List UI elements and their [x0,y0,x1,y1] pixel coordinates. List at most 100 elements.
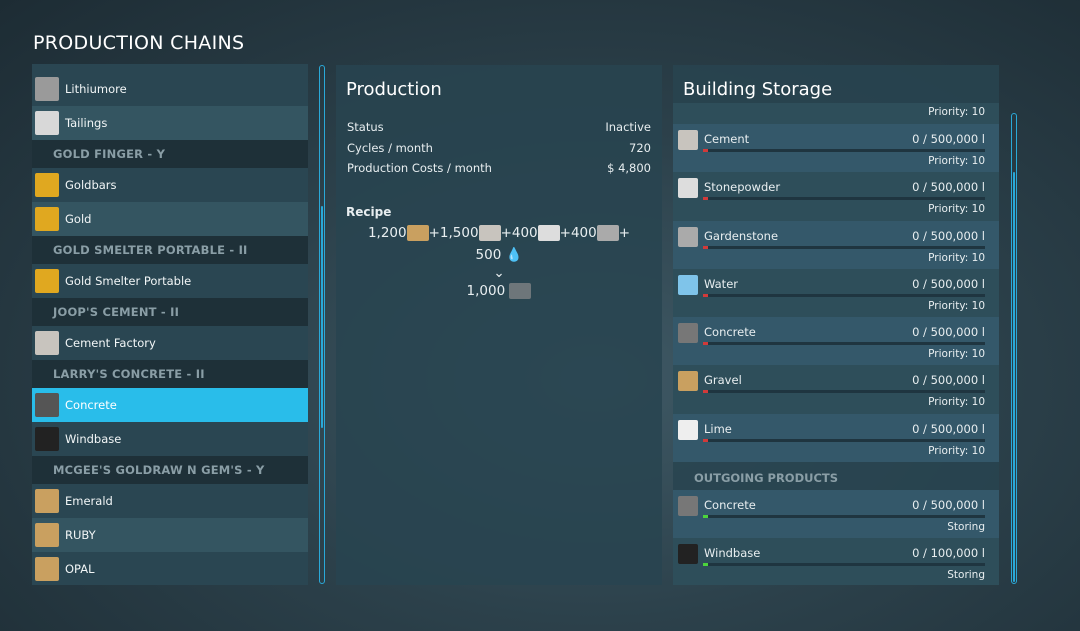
chain-group-header: LARRY'S CONCRETE - II [32,360,308,388]
storage-amount: 0 / 100,000 l [912,546,985,561]
chain-group-header: GOLD SMELTER PORTABLE - II [32,236,308,264]
page-title: PRODUCTION CHAINS [33,32,245,54]
production-title: Production [346,79,442,100]
windbase-icon [35,427,59,451]
fill-level-bar [703,293,985,297]
chain-item[interactable]: Gold Smelter Portable [32,264,308,298]
recipe-label: Recipe [346,204,392,219]
gravel-icon [406,224,429,241]
storage-item-name: Concrete [704,325,756,340]
production-stat: Cycles / month 720 [347,138,651,159]
production-stat: Production Costs / month $ 4,800 [347,158,651,179]
storage-priority[interactable]: Priority: 10 [928,396,985,409]
stonepowder-icon [678,178,698,199]
storage-amount: 0 / 500,000 l [912,132,985,146]
gravel-icon [678,371,698,392]
water-amount: 500 [475,246,502,263]
production-chain-list: Lithiumore Tailings GOLD FINGER - Y Goldbar… [32,64,308,585]
chain-item-label: Lithiumore [65,82,127,96]
output-amount: 1,000 [466,282,506,299]
tailings-icon [35,111,59,135]
plus-sign: + [428,224,440,241]
chain-item-label: Windbase [65,432,122,446]
storage-row: Lime 0 / 500,000 l Priority: 10 [673,413,999,463]
chain-item-label: Gold [65,212,92,226]
chain-item[interactable]: Lithiumore [32,72,308,106]
storage-priority[interactable]: Priority: 10 [928,299,985,312]
storage-amount: 0 / 500,000 l [912,421,985,436]
fill-level-bar [703,342,985,346]
input-amount: 1,200 [367,224,407,241]
storage-row: Gravel 0 / 500,000 l Priority: 10 [673,365,999,414]
production-stat: Status Inactive [347,117,651,138]
storage-item-name: Windbase [704,546,761,561]
storage-priority[interactable]: Priority: 10 [928,203,985,216]
storage-item-name: Cement [704,132,750,146]
storage-row: Water 0 / 500,000 l Priority: 10 [673,268,999,318]
cement-icon [478,224,501,241]
storage-row: Concrete 0 / 500,000 l Priority: 10 [673,317,999,366]
chain-item-label: RUBY [65,528,96,542]
concrete-icon [678,496,698,517]
plus-sign: + [559,224,571,241]
chain-item[interactable]: OPAL [32,552,308,585]
input-amount: 1,500 [439,224,479,241]
fill-level-bar [703,390,985,394]
storage-priority[interactable]: Storing [947,521,985,534]
chain-item-label: Tailings [65,116,108,130]
fill-level-bar [703,515,985,519]
chain-item-label: Gold Smelter Portable [65,274,192,288]
input-amount: 400 [570,224,597,241]
chain-item[interactable]: Emerald [32,484,308,518]
storage-row: Cement 0 / 500,000 l Priority: 10 [673,124,999,173]
recipe-inputs: 1,200 +1,500 +400 +400 + [336,224,662,241]
concrete-icon [509,282,532,299]
storage-row: Concrete 0 / 500,000 l Storing [673,490,999,539]
storage-amount: 0 / 500,000 l [912,325,985,340]
emerald-icon [35,489,59,513]
chain-item-label: Cement Factory [65,336,156,350]
chain-item[interactable]: Tailings [32,106,308,140]
storage-item-name: Gardenstone [704,228,779,243]
storage-scrollbar[interactable] [1011,113,1017,584]
storage-priority[interactable]: Priority: 10 [928,444,985,457]
chain-item[interactable]: RUBY [32,518,308,552]
stat-value: $ 4,800 [607,161,651,176]
list-item-partial[interactable] [32,64,308,72]
storage-amount: 0 / 500,000 l [912,276,985,291]
fill-level-bar [703,197,985,201]
plus-sign: + [500,224,512,241]
stat-label: Production Costs / month [347,161,492,176]
lithiumore-icon [35,77,59,101]
chain-item[interactable]: Concrete [32,388,308,422]
chain-item[interactable]: Goldbars [32,168,308,202]
stat-value: Inactive [605,120,651,135]
storage-item-name: Water [704,276,738,291]
chain-item[interactable]: Cement Factory [32,326,308,360]
chain-item[interactable]: Windbase [32,422,308,456]
gold-icon [35,207,59,231]
stat-value: 720 [629,140,651,155]
recipe-output: 1,000 [336,282,662,299]
production-panel: Production Status Inactive Cycles / month 7… [336,65,662,585]
storage-priority[interactable]: Priority: 10 [928,348,985,361]
storage-amount: 0 / 500,000 l [912,373,985,388]
storage-priority[interactable]: Storing [947,569,985,582]
storage-row: Stonepowder 0 / 500,000 l Priority: 10 [673,172,999,221]
storage-item-name: Stonepowder [704,180,781,195]
opal-icon [35,557,59,581]
input-amount: 400 [511,224,538,241]
stonepowder-icon [537,224,560,241]
chain-list-scrollbar[interactable] [319,65,325,584]
chain-item-label: Emerald [65,494,113,508]
storage-row: Gardenstone 0 / 500,000 l Priority: 10 [673,220,999,269]
chain-item[interactable]: Gold [32,202,308,236]
storage-row: Windbase 0 / 100,000 l Storing [673,538,999,585]
storage-title: Building Storage [683,79,833,100]
water-icon [678,274,698,295]
storage-amount: 0 / 500,000 l [912,180,985,195]
storage-priority[interactable]: Priority: 10 [928,251,985,264]
storage-priority[interactable]: Priority: 10 [928,155,985,167]
concrete-icon [678,323,698,344]
outgoing-products-header: OUTGOING PRODUCTS [694,471,839,486]
